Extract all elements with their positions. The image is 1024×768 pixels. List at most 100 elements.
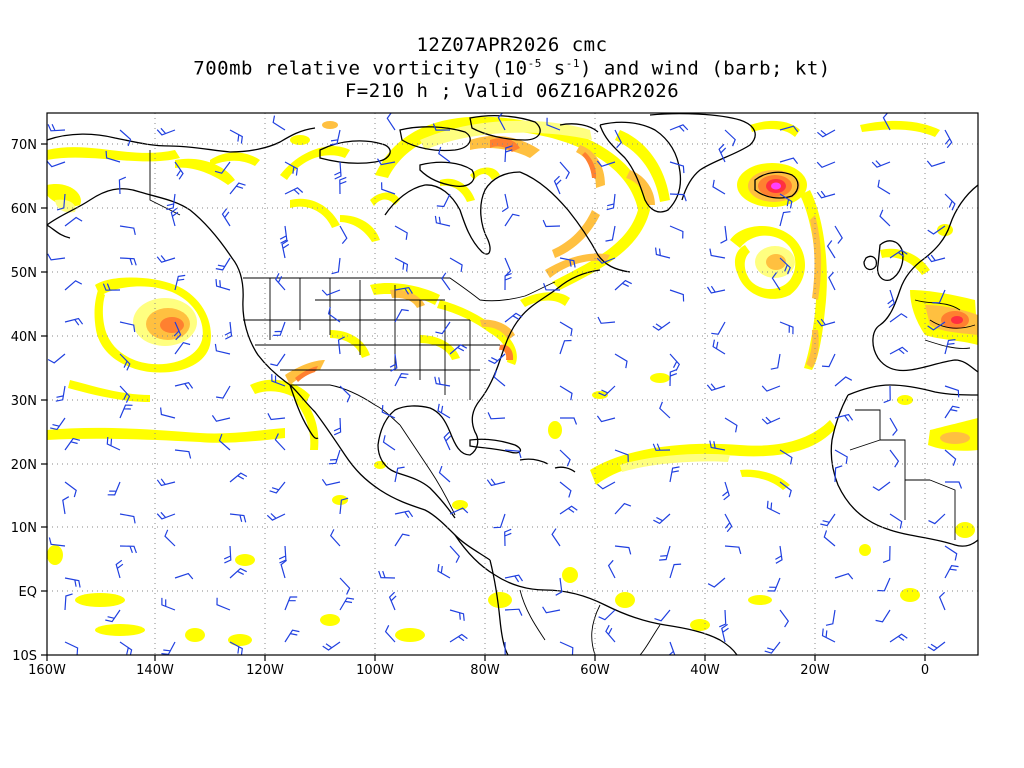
wind-barb (443, 431, 452, 451)
y-tick-label: 60N (11, 202, 37, 217)
wind-barb (889, 513, 903, 529)
wind-barb (386, 113, 396, 131)
plot-frame (46, 112, 979, 656)
wind-barb (887, 289, 895, 309)
wind-barb (614, 502, 632, 515)
wind-barb (944, 385, 960, 398)
wind-barb (597, 481, 616, 490)
wind-barb (764, 641, 781, 654)
y-tick-label: 70N (11, 138, 37, 153)
wind-barb (119, 513, 136, 524)
wind-barb (382, 435, 396, 451)
wind-barb (719, 609, 727, 628)
wind-barb (944, 565, 959, 579)
wind-barb (652, 321, 671, 331)
wind-barb (284, 596, 298, 611)
wind-barb (64, 593, 73, 611)
wind-barb (779, 157, 799, 165)
x-tick-label: 60W (580, 663, 610, 678)
wind-barb (394, 225, 408, 240)
wind-barb (653, 513, 671, 525)
political-borders (149, 150, 976, 655)
wind-barb (560, 417, 578, 425)
wind-barb (229, 129, 243, 144)
wind-barb (944, 339, 956, 355)
wind-barb (709, 440, 726, 451)
wind-barb (62, 496, 70, 515)
wind-barb (542, 219, 561, 228)
wind-barb (216, 597, 231, 611)
wind-barb (766, 500, 781, 515)
wind-barb (816, 190, 836, 199)
wind-barb (669, 369, 678, 387)
wind-barb (64, 280, 83, 291)
wind-barb (724, 129, 736, 147)
x-tick-label: 160W (28, 663, 66, 678)
wind-barb (944, 545, 958, 561)
wind-barb (64, 317, 84, 326)
wind-barb (771, 272, 781, 291)
wind-barb (330, 129, 341, 146)
wind-barb (816, 161, 836, 169)
wind-barb (441, 272, 451, 291)
wind-barbs (47, 113, 963, 655)
wind-barb (718, 143, 727, 163)
wind-barb (487, 412, 506, 420)
wind-barb (339, 385, 351, 403)
wind-barb (434, 215, 451, 227)
x-tick-label: 100W (356, 663, 394, 678)
wind-barb (596, 257, 616, 264)
x-tick-label: 40W (690, 663, 720, 678)
wind-barb (779, 481, 792, 498)
wind-barb (437, 564, 451, 579)
wind-barb (119, 404, 133, 419)
wind-barb (559, 339, 572, 355)
wind-barb (555, 577, 563, 596)
wind-barb (394, 257, 409, 272)
wind-barb (820, 513, 836, 527)
wind-barb (889, 449, 900, 468)
wind-barb (712, 339, 726, 355)
wind-barb (449, 257, 463, 272)
y-tick-label: EQ (19, 585, 37, 600)
wind-barb (119, 385, 131, 403)
wind-barb (669, 353, 681, 371)
vorticity-shading (47, 116, 978, 646)
x-tick-label: 140W (136, 663, 174, 678)
wind-barb (614, 279, 632, 291)
wind-barb (504, 145, 513, 163)
wind-barb (339, 176, 347, 195)
wind-barb (394, 510, 414, 519)
wind-barb (339, 225, 348, 244)
wind-barb (221, 208, 231, 227)
coastlines (47, 113, 978, 655)
wind-barb (164, 529, 176, 547)
wind-barb (47, 353, 66, 364)
wind-barb (378, 570, 396, 579)
wind-barb (882, 113, 891, 131)
wind-barb (655, 247, 671, 259)
wind-barb (493, 370, 506, 387)
wind-barb (504, 449, 522, 459)
wind-barb (434, 376, 451, 387)
wind-barb (501, 193, 509, 213)
wind-barb (597, 316, 616, 324)
wind-barb (504, 528, 512, 547)
wind-barb (928, 513, 946, 525)
wind-barb (823, 530, 836, 547)
wind-barb (449, 633, 468, 643)
wind-barb (497, 113, 506, 131)
wind-barb (706, 383, 726, 391)
wind-barb (927, 641, 946, 652)
x-tick-label: 20W (800, 663, 830, 678)
wind-barb (64, 216, 83, 227)
wind-barb (927, 321, 946, 331)
wind-barb (64, 437, 81, 451)
wind-barb (229, 641, 243, 655)
wind-barb (174, 342, 191, 355)
wind-barb (877, 179, 891, 195)
wind-barb (275, 273, 286, 291)
wind-barb (449, 344, 468, 355)
wind-barb (724, 417, 738, 433)
wind-barb (559, 385, 573, 401)
